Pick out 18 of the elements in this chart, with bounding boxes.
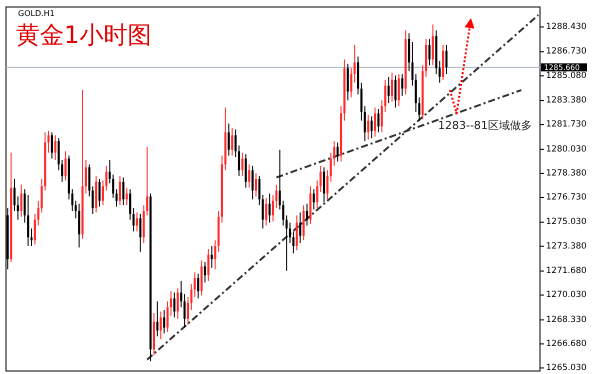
y-tick-label: 1273.380 (546, 241, 587, 252)
y-tick-label: 1288.430 (546, 22, 587, 32)
y-tick-label: 1286.730 (546, 46, 587, 57)
annotation: 1283--81区域做多 (438, 119, 532, 132)
y-tick-label: 1278.380 (546, 168, 587, 178)
y-tick-label: 1281.730 (546, 120, 587, 130)
text: 黄金1小时图 (16, 21, 152, 49)
y-tick-label: 1270.030 (546, 290, 587, 300)
y-tick-label: 1280.030 (546, 144, 587, 154)
y-tick-label: 1285.080 (546, 70, 587, 81)
chart-subtitle: GOLD.H1 (18, 9, 55, 18)
y-tick-label: 1265.030 (546, 362, 587, 373)
y-tick-label: 1266.680 (546, 338, 587, 349)
y-tick-label: 1275.030 (546, 217, 587, 228)
y-tick-label: 1268.330 (546, 314, 587, 325)
y-tick-label: 1271.680 (546, 266, 587, 276)
y-tick-label: 1276.730 (546, 192, 587, 202)
y-tick-label: 1283.380 (546, 96, 587, 106)
